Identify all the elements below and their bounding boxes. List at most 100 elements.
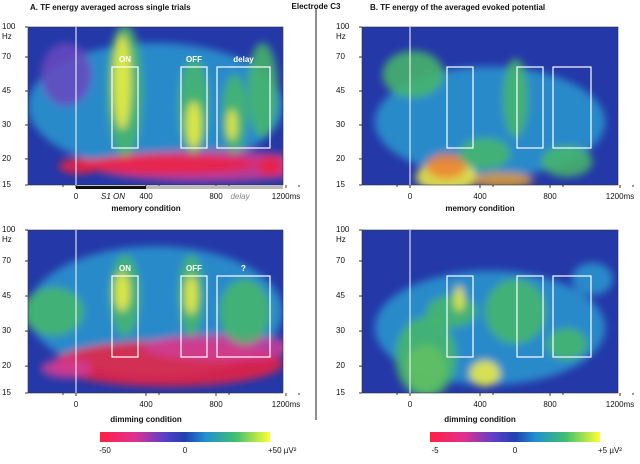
y-tick-label: 70 — [336, 52, 345, 61]
x-tick-label: 1200ms — [272, 400, 300, 409]
analysis-window — [446, 275, 474, 358]
x-tick-label: 400 — [139, 400, 153, 409]
y-tick-label: 45 — [2, 86, 11, 95]
y-tick-label: 15 — [2, 388, 11, 397]
analysis-window — [216, 275, 271, 358]
y-tick-label: 45 — [336, 86, 345, 95]
colorbar-label: +5 µV² — [598, 446, 622, 455]
heatmap-blob — [219, 278, 271, 345]
y-tick-label: 100 — [336, 22, 350, 31]
y-tick-label: 20 — [336, 154, 345, 163]
heatmap — [362, 230, 618, 393]
heatmap-blob — [484, 278, 547, 345]
frame — [361, 26, 619, 186]
x-tick-label: 800 — [543, 192, 557, 201]
y-tick-label: 20 — [2, 154, 11, 163]
analysis-window — [516, 66, 544, 149]
y-unit: Hz — [2, 32, 12, 41]
y-tick-label: 70 — [2, 52, 11, 61]
heatmap-blob — [395, 316, 457, 393]
x-tick-label: 0 — [74, 192, 79, 201]
heatmap-blob — [571, 262, 613, 296]
colorbar — [430, 432, 600, 442]
y-tick-label: 30 — [336, 326, 345, 335]
condition-label: memory condition — [445, 204, 514, 213]
heatmap-blobs — [374, 262, 613, 393]
x-tick-label: 800 — [543, 400, 557, 409]
heatmap-blob — [374, 66, 606, 178]
frame — [27, 229, 284, 394]
heatmap-blob — [40, 42, 92, 106]
window-label: delay — [233, 55, 254, 64]
x-tick-label: 1200ms — [272, 192, 300, 201]
colorbar-label: -50 — [99, 446, 111, 455]
heatmap-blob — [226, 109, 238, 141]
panel-heading: B. TF energy of the averaged evoked pote… — [370, 3, 545, 12]
y-unit: Hz — [2, 235, 12, 244]
condition-label: memory condition — [111, 204, 180, 213]
heatmap-blob — [454, 285, 465, 312]
y-tick-label: 30 — [2, 120, 11, 129]
heatmap-blob — [79, 154, 258, 174]
window-label: ? — [241, 264, 246, 273]
heatmap-blob — [459, 137, 511, 170]
analysis-window — [446, 66, 474, 149]
analysis-window — [516, 275, 544, 358]
heatmap-blob — [186, 101, 202, 149]
y-unit: Hz — [336, 32, 346, 41]
heatmap-blob — [472, 172, 534, 185]
y-tick-label: 15 — [336, 388, 345, 397]
window-label: ON — [119, 55, 131, 64]
y-tick-label: 45 — [2, 291, 11, 300]
heatmap-blob — [502, 58, 529, 138]
x-tick-label: 1200ms — [606, 400, 634, 409]
panel-heading: A. TF energy averaged across single tria… — [30, 3, 191, 12]
y-tick-label: 100 — [2, 225, 16, 234]
delay-bar — [146, 186, 283, 189]
heatmap-blob — [426, 295, 478, 328]
heatmap — [28, 230, 283, 393]
condition-label: dimming condition — [110, 415, 182, 424]
heatmap-blobs — [28, 246, 283, 387]
heatmap-blob — [541, 145, 593, 178]
y-tick-label: 20 — [336, 361, 345, 370]
heatmap — [362, 27, 618, 185]
colorbar-label: -5 — [431, 446, 439, 455]
y-tick-label: 15 — [336, 180, 345, 189]
y-tick-label: 70 — [336, 256, 345, 265]
y-tick-label: 70 — [2, 256, 11, 265]
y-tick-label: 20 — [2, 361, 11, 370]
y-tick-label: 100 — [2, 22, 16, 31]
x-tick-label: 400 — [473, 192, 487, 201]
stimulus-on-bar — [76, 186, 146, 189]
heatmap-blob — [382, 50, 444, 99]
analysis-window — [552, 66, 592, 149]
analysis-window — [111, 275, 139, 358]
delay-label: delay — [230, 192, 250, 201]
heatmap-blob — [426, 153, 467, 179]
heatmap-blob — [257, 156, 283, 176]
window-label: OFF — [186, 264, 202, 273]
heatmap-blob — [28, 287, 85, 336]
y-tick-label: 30 — [336, 120, 345, 129]
x-tick-label: 0 — [408, 192, 413, 201]
x-tick-label: 800 — [209, 192, 223, 201]
heatmap-blob — [546, 327, 588, 361]
x-tick-label: 0 — [74, 400, 79, 409]
condition-label: dimming condition — [444, 415, 516, 424]
stimulus-label: S1 ON — [101, 192, 125, 201]
heatmap — [28, 27, 283, 185]
analysis-window — [180, 66, 208, 149]
heatmap-blob — [469, 360, 501, 387]
colorbar-label: +50 µV² — [268, 446, 297, 455]
heatmap-blob — [114, 272, 130, 312]
heatmap-blob — [113, 34, 132, 130]
analysis-window — [216, 66, 271, 149]
frame — [361, 229, 619, 394]
y-tick-label: 30 — [2, 326, 11, 335]
heatmap-blobs — [374, 50, 606, 185]
heatmap-blob — [40, 358, 92, 379]
x-tick-label: 400 — [139, 192, 153, 201]
heatmap-blob — [184, 275, 198, 315]
